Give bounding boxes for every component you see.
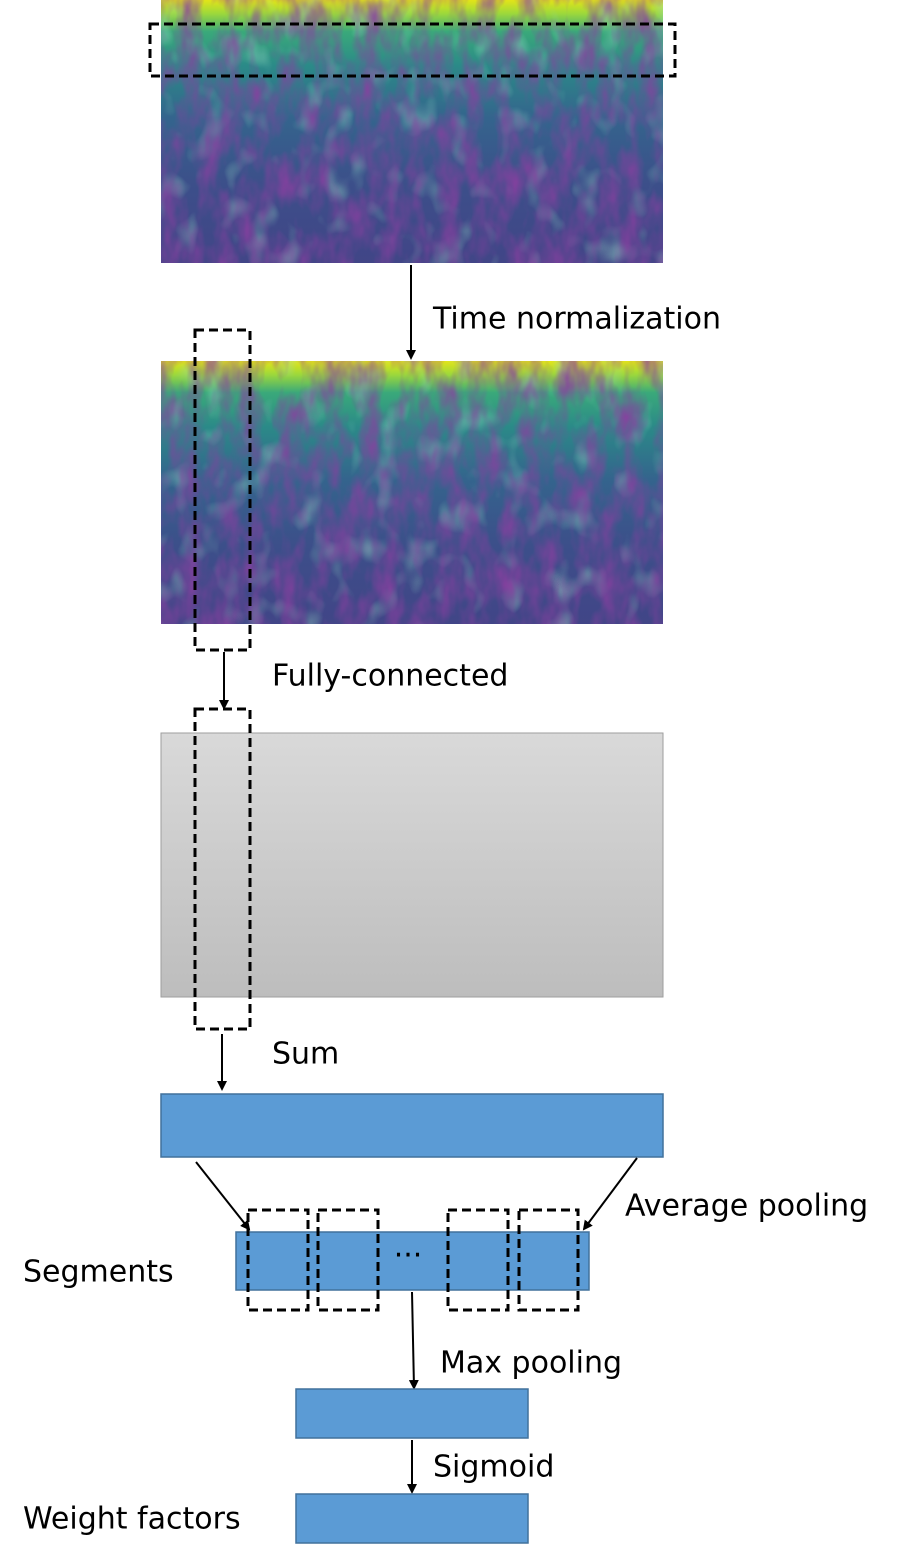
segment-window [316,1208,380,1312]
segments-vector [235,1231,590,1291]
label: Weight factors [23,1502,241,1537]
weight-vector [295,1493,529,1544]
label: Sum [272,1037,339,1072]
segment-window [517,1208,580,1312]
column-window [193,328,252,652]
arrow [408,1291,419,1390]
label: Time normalization [432,302,721,337]
column-window [193,707,252,1031]
label: Sigmoid [433,1450,554,1485]
ellipsis: ... [394,1230,423,1265]
fc-output [160,732,664,998]
max-vector [295,1388,529,1439]
segment-window [446,1208,510,1312]
label: Fully-connected [272,659,508,694]
row-window [148,22,677,78]
label: Max pooling [440,1346,622,1381]
segment-window [246,1208,310,1312]
label: Segments [23,1255,174,1290]
arrow [195,1161,251,1231]
arrow [582,1157,638,1231]
label: Average pooling [625,1189,868,1224]
spectrogram-normalized [161,361,663,624]
spectrogram-input [161,0,663,263]
sum-vector [160,1093,664,1158]
